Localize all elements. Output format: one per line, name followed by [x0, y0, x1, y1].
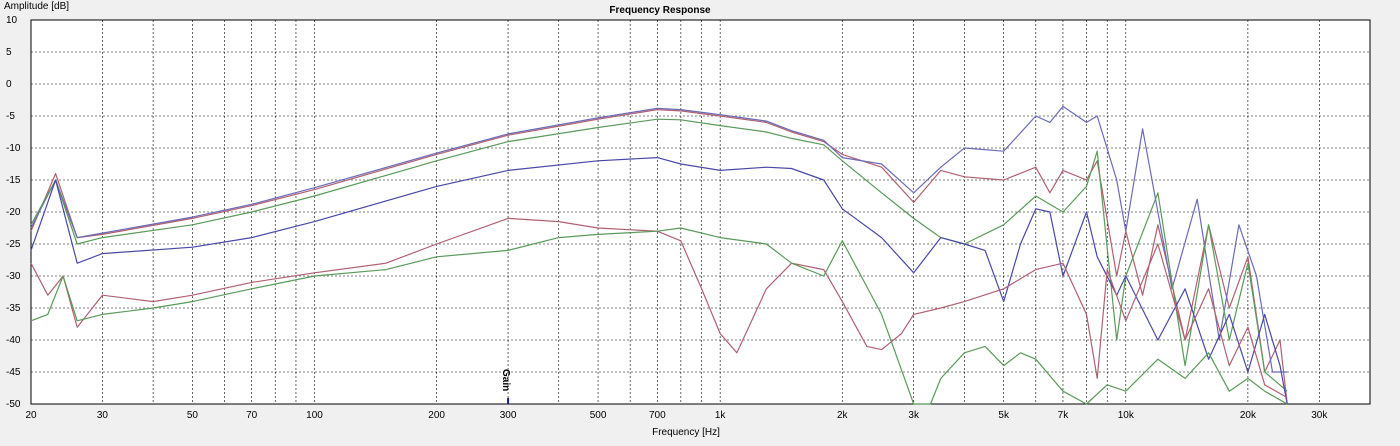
series-line-3: [30, 118, 1288, 392]
x-tick-label: 30: [97, 410, 109, 421]
x-tick-label: 20: [25, 410, 37, 421]
x-tick-label: 50: [187, 410, 199, 421]
grid: [31, 20, 1370, 404]
x-tick-label: 100: [306, 410, 323, 421]
y-tick-label: 5: [6, 47, 12, 58]
series-line-5: [30, 217, 1288, 399]
x-tick-label: 20k: [1240, 410, 1257, 421]
chart-title: Frequency Response: [609, 5, 711, 16]
series-line-1: [30, 108, 1288, 405]
x-axis-label: Frequency [Hz]: [652, 427, 720, 438]
y-tick-label: -30: [6, 271, 21, 282]
y-tick-label: -5: [6, 111, 15, 122]
y-tick-label: -45: [6, 367, 21, 378]
x-tick-label: 5k: [998, 410, 1010, 421]
x-tick-label: 3k: [908, 410, 920, 421]
x-tick-label: 300: [500, 410, 517, 421]
y-tick-label: -40: [6, 335, 21, 346]
annotations: Gain: [500, 369, 511, 404]
y-tick-label: -35: [6, 303, 21, 314]
x-tick-label: 10k: [1118, 410, 1135, 421]
y-tick-label: -15: [6, 175, 21, 186]
series-line-2: [30, 105, 1288, 373]
series-line-6: [30, 227, 1288, 405]
y-tick-label: -10: [6, 143, 21, 154]
x-tick-label: 7k: [1058, 410, 1070, 421]
x-tick-label: 1k: [715, 410, 727, 421]
y-tick-label: -20: [6, 207, 21, 218]
x-tick-label: 500: [590, 410, 607, 421]
x-tick-label: 200: [428, 410, 445, 421]
gain-marker[interactable]: Gain: [500, 369, 511, 404]
gain-marker-label: Gain: [500, 369, 511, 391]
y-axis-label: Amplitude [dB]: [4, 1, 69, 12]
y-tick-label: -25: [6, 239, 21, 250]
x-tick-label: 700: [649, 410, 666, 421]
y-tick-label: 0: [6, 79, 12, 90]
x-tick-label: 70: [246, 410, 258, 421]
y-tick-label: 10: [6, 15, 18, 26]
x-tick-label: 30k: [1311, 410, 1328, 421]
series-layer: [30, 105, 1288, 405]
x-tick-label: 2k: [837, 410, 849, 421]
y-tick-label: -50: [6, 399, 21, 410]
